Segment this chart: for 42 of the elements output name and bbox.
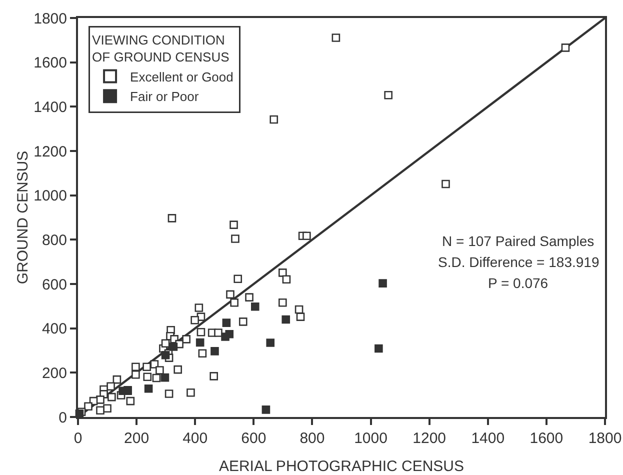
y-tick-label: 1400 [34,98,67,116]
y-axis-title: GROUND CENSUS [14,150,32,284]
point [222,318,231,327]
x-tick-label: 400 [182,430,208,447]
legend-title: VIEWING CONDITION OF GROUND CENSUS [92,32,230,64]
point [266,338,275,347]
x-axis-title: AERIAL PHOTOGRAPHIC CENSUS [218,458,464,475]
point [160,373,170,382]
point [250,302,260,311]
x-tick-label: 1000 [354,430,388,447]
annotation: P = 0.076 [488,275,548,291]
point [169,342,178,351]
point [378,279,387,288]
y-tick-label: 800 [42,232,67,249]
legend-label: Fair or Poor [130,89,200,104]
x-tick-label: 600 [241,430,266,447]
point [374,344,383,353]
y-tick-label: 1600 [34,54,67,72]
x-tick-label: 0 [74,430,82,447]
y-tick-label: 1200 [34,143,67,160]
x-tick-label: 800 [300,430,325,447]
x-tick-label: 200 [124,430,150,447]
annotation: S.D. Difference = 183.919 [438,254,600,270]
point [144,384,153,393]
y-tick-label: 600 [42,276,67,294]
point [161,351,170,360]
y-tick-label: 200 [42,364,67,382]
point [221,332,230,341]
x-tick-label: 1400 [471,430,505,447]
x-tick-label: 1800 [588,430,622,447]
y-tick-label: 1800 [34,10,67,28]
point [210,347,219,356]
legend-label: Excellent or Good [130,69,234,84]
point [262,406,270,414]
x-tick-label: 1200 [412,430,446,447]
point [196,338,204,347]
y-tick-label: 1000 [34,188,67,205]
annotation: N = 107 Paired Samples [442,233,594,249]
y-tick-label: 400 [42,320,67,338]
point [282,315,290,324]
x-tick-label: 1600 [530,430,564,447]
y-tick-label: 0 [58,409,67,426]
